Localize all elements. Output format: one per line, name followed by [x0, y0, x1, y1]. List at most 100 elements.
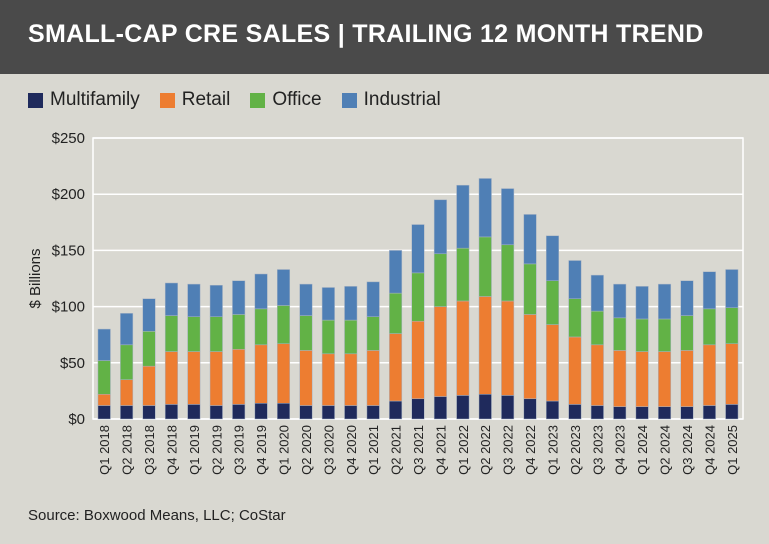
x-tick-label: Q4 2019	[254, 425, 269, 475]
x-tick-label: Q4 2018	[164, 425, 179, 475]
bar-segment-office	[164, 315, 178, 352]
bar-segment-multifamily	[411, 398, 425, 420]
bar-segment-retail	[299, 350, 313, 406]
bar-segment-multifamily	[523, 398, 537, 420]
y-tick-label: $100	[52, 299, 85, 316]
source-note: Source: Boxwood Means, LLC; CoStar	[28, 507, 286, 524]
bar-segment-industrial	[277, 269, 291, 306]
bar-segment-retail	[590, 344, 604, 406]
bar-segment-retail	[456, 300, 470, 396]
bar-segment-multifamily	[478, 394, 492, 420]
bar-segment-retail	[321, 353, 335, 406]
bar-segment-retail	[366, 350, 380, 406]
legend-swatch	[341, 92, 357, 108]
bar-segment-office	[545, 280, 559, 325]
bar-segment-retail	[232, 349, 246, 405]
bar-segment-multifamily	[680, 406, 694, 420]
bar-segment-office	[254, 308, 268, 346]
bar-segment-multifamily	[433, 396, 447, 420]
x-tick-label: Q3 2023	[590, 425, 605, 475]
bar-segment-office	[658, 318, 672, 352]
bar-segment-office	[523, 263, 537, 315]
x-tick-label: Q3 2024	[680, 425, 695, 475]
bar-segment-office	[344, 319, 358, 355]
x-tick-label: Q1 2024	[635, 425, 650, 475]
x-tick-label: Q3 2022	[501, 425, 516, 475]
bar-segment-multifamily	[545, 400, 559, 420]
y-tick-label: $200	[52, 186, 85, 203]
x-tick-label: Q3 2018	[142, 425, 157, 475]
bar-segment-retail	[658, 351, 672, 407]
bar-segment-industrial	[344, 286, 358, 321]
bar-segment-office	[613, 317, 627, 351]
legend-item-retail: Retail	[159, 89, 230, 111]
legend-swatch	[159, 92, 175, 108]
bar-segment-retail	[120, 379, 134, 406]
x-tick-label: Q1 2018	[97, 425, 112, 475]
bar-segment-office	[232, 314, 246, 350]
legend-label: Office	[272, 89, 322, 110]
x-tick-label: Q2 2020	[299, 425, 314, 475]
legend-label: Industrial	[363, 89, 441, 110]
bar-segment-office	[366, 316, 380, 351]
bar-segment-retail	[433, 306, 447, 397]
bar-segment-office	[299, 315, 313, 351]
bar-segment-industrial	[366, 281, 380, 317]
legend-item-multifamily: Multifamily	[28, 89, 140, 111]
title-bar: SMALL-CAP CRE SALES | TRAILING 12 MONTH …	[0, 0, 769, 74]
bar-segment-industrial	[254, 273, 268, 310]
bar-segment-retail	[613, 350, 627, 407]
x-tick-label: Q1 2025	[725, 425, 740, 475]
bar-segment-multifamily	[613, 406, 627, 420]
bar-segment-retail	[209, 351, 223, 406]
bar-segment-industrial	[299, 283, 313, 316]
bar-segment-retail	[568, 336, 582, 405]
bar-segment-multifamily	[254, 403, 268, 420]
bar-segment-office	[568, 298, 582, 338]
x-tick-label: Q3 2020	[321, 425, 336, 475]
bar-segment-multifamily	[389, 400, 403, 420]
bar-segment-retail	[725, 343, 739, 405]
x-tick-label: Q4 2022	[523, 425, 538, 475]
bar-segment-industrial	[164, 282, 178, 316]
x-tick-label: Q4 2021	[433, 425, 448, 475]
bar-segment-retail	[97, 394, 111, 406]
bar-segment-retail	[635, 351, 649, 407]
x-tick-label: Q1 2019	[187, 425, 202, 475]
bar-segment-multifamily	[501, 395, 515, 420]
bar-segment-industrial	[97, 328, 111, 361]
bar-segment-industrial	[590, 274, 604, 312]
x-tick-label: Q4 2023	[613, 425, 628, 475]
bar-segment-multifamily	[635, 406, 649, 420]
legend-item-industrial: Industrial	[341, 89, 441, 111]
bar-segment-office	[702, 308, 716, 346]
x-tick-label: Q1 2022	[456, 425, 471, 475]
bar-segment-office	[433, 253, 447, 307]
bar-segment-multifamily	[366, 405, 380, 420]
bar-segment-multifamily	[97, 405, 111, 420]
x-tick-label: Q3 2019	[232, 425, 247, 475]
bar-segment-multifamily	[277, 403, 291, 420]
bar-segment-industrial	[456, 184, 470, 249]
y-tick-label: $150	[52, 242, 85, 259]
bar-segment-multifamily	[456, 395, 470, 420]
bar-segment-industrial	[478, 178, 492, 238]
bar-segment-industrial	[321, 287, 335, 321]
x-tick-label: Q2 2022	[478, 425, 493, 475]
bar-segment-multifamily	[590, 405, 604, 420]
bar-segment-industrial	[702, 271, 716, 310]
bar-segment-office	[725, 307, 739, 344]
bar-segment-office	[187, 316, 201, 352]
x-tick-label: Q2 2024	[658, 425, 673, 475]
bar-segment-industrial	[232, 280, 246, 315]
legend-swatch	[250, 92, 266, 108]
bar-segment-retail	[164, 351, 178, 405]
bar-segment-industrial	[501, 188, 515, 246]
bar-segment-industrial	[120, 313, 134, 346]
bar-segment-multifamily	[120, 405, 134, 420]
bar-segment-industrial	[680, 280, 694, 316]
bar-segment-retail	[545, 324, 559, 402]
x-tick-label: Q2 2023	[568, 425, 583, 475]
bar-segment-multifamily	[344, 405, 358, 420]
bar-segment-retail	[254, 344, 268, 404]
